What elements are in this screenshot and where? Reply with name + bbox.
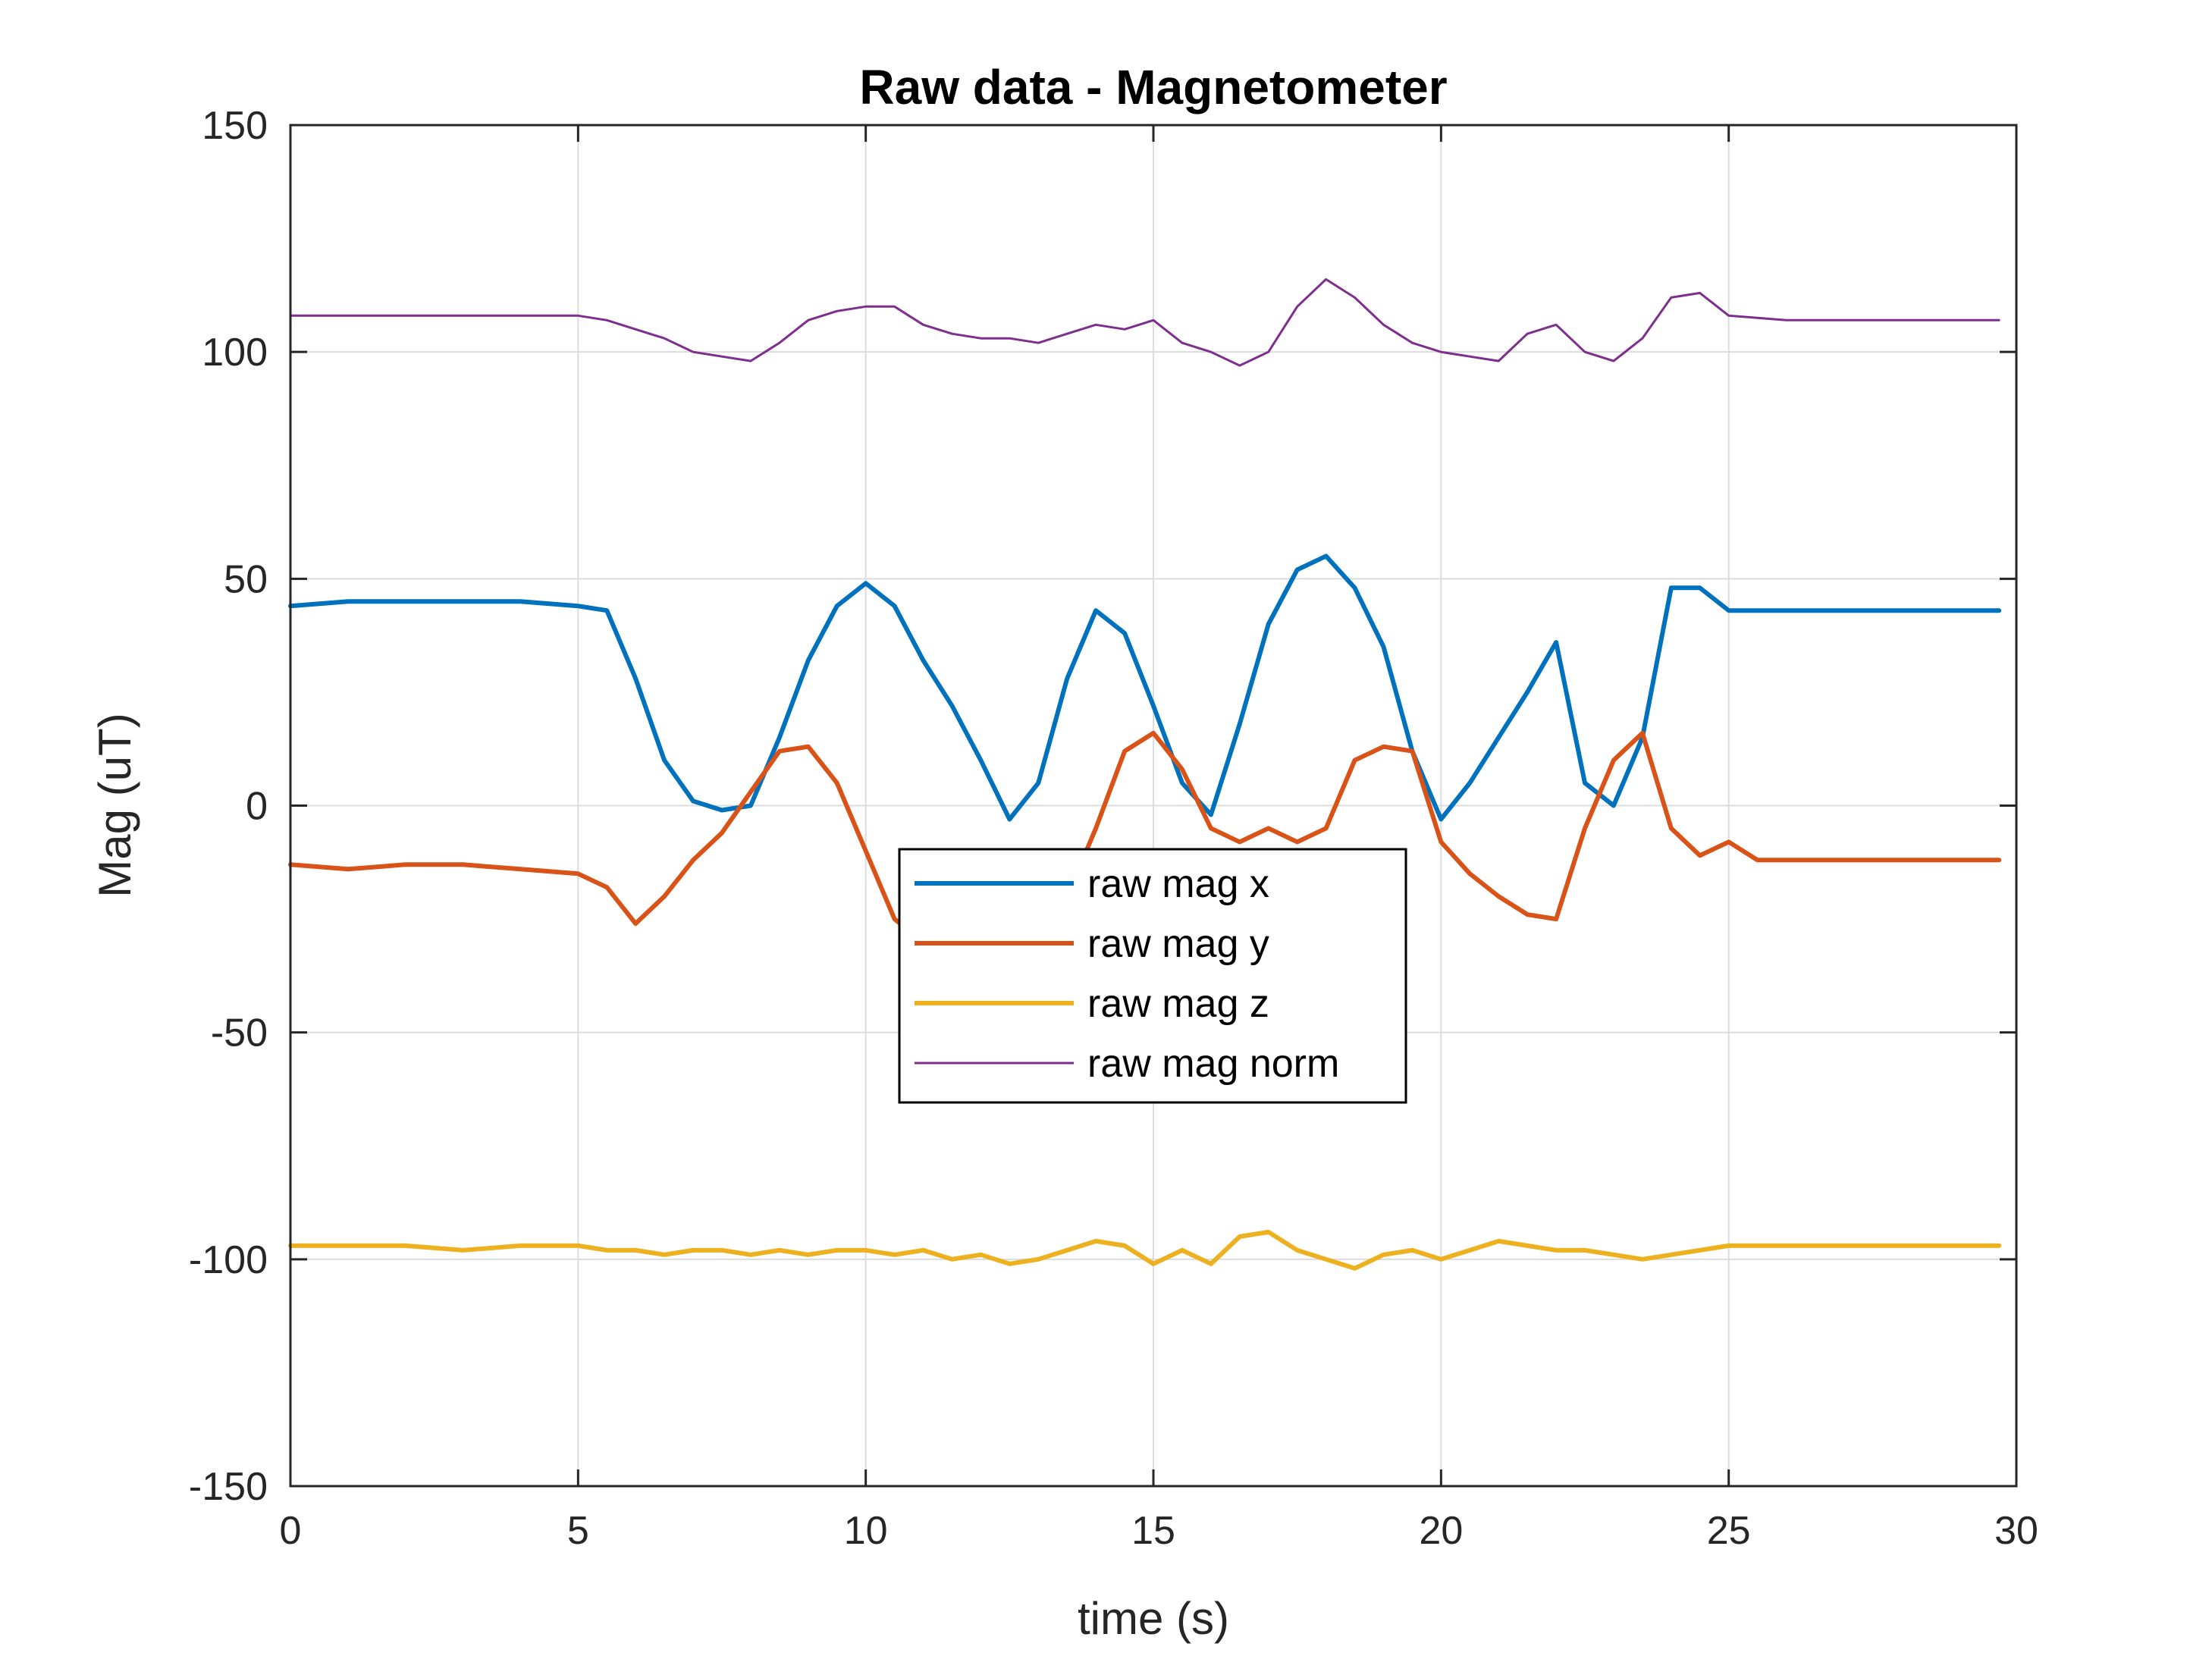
series-line-raw-mag-z [288,1229,2002,1271]
chart-title: Raw data - Magnetometer [859,60,1447,114]
y-tick-label: -150 [189,1465,268,1509]
legend-label: raw mag z [1087,982,1269,1026]
axis-ticks: 0 5 10 15 20 25 30 -150 -100 -50 0 50 100 150 [189,104,2038,1553]
x-tick-label: 0 [280,1509,302,1553]
y-tick-label: 150 [202,104,268,148]
series-line-raw-mag-norm [289,278,2000,367]
x-tick-label: 15 [1131,1509,1175,1553]
y-tick-label: 0 [246,785,268,829]
x-tick-label: 20 [1419,1509,1463,1553]
series-lines [288,278,2002,1271]
legend-label: raw mag x [1087,862,1269,906]
y-tick-label: 50 [224,557,268,601]
y-tick-label: -50 [211,1011,268,1055]
legend-label: raw mag norm [1087,1042,1339,1086]
y-tick-label: -100 [189,1238,268,1282]
x-tick-label: 10 [844,1509,888,1553]
y-tick-label: 100 [202,331,268,375]
legend-label: raw mag y [1087,922,1269,966]
series-line-raw-mag-x [288,554,2002,822]
legend-entries: raw mag x raw mag y raw mag z raw mag norm [915,862,1339,1086]
legend-box [898,848,1407,1104]
legend: raw mag x raw mag y raw mag z raw mag norm [898,848,1407,1104]
x-tick-label: 30 [1994,1509,2038,1553]
x-tick-label: 5 [567,1509,589,1553]
x-tick-label: 25 [1707,1509,1751,1553]
y-axis-title: Mag (uT) [89,713,140,897]
series-line-raw-mag-y [288,730,2002,953]
x-axis-title: time (s) [1078,1593,1229,1644]
